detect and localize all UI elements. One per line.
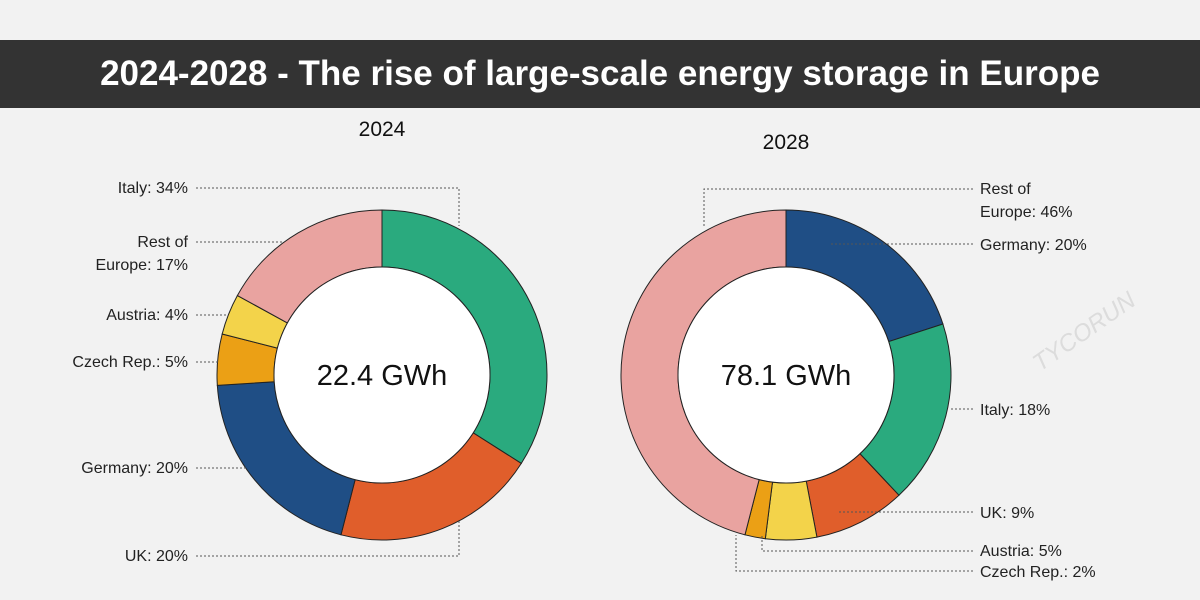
label-2024-rest-line2: Europe: 17% — [95, 257, 188, 274]
label-2028-rest-line2: Europe: 46% — [980, 204, 1073, 221]
label-2024-rest-line1: Rest of — [137, 234, 188, 251]
label-2028-czech: Czech Rep.: 2% — [980, 564, 1096, 581]
center-label-2024: 22.4 GWh — [317, 360, 448, 392]
leader-lines-2028 — [703, 188, 973, 572]
center-label-2028: 78.1 GWh — [721, 360, 852, 392]
label-2028-germany: Germany: 20% — [980, 237, 1087, 254]
chart-title: 2024-2028 - The rise of large-scale ener… — [0, 40, 1200, 108]
label-2028-austria: Austria: 5% — [980, 543, 1062, 560]
label-2024-germany: Germany: 20% — [81, 460, 188, 477]
label-2028-uk: UK: 9% — [980, 505, 1034, 522]
label-2024-uk: UK: 20% — [125, 548, 188, 565]
label-2024-italy: Italy: 34% — [118, 180, 188, 197]
donut-hole — [273, 266, 491, 484]
label-2024-austria: Austria: 4% — [106, 307, 188, 324]
chart-2024-title: 2024 — [359, 118, 406, 141]
donut-hole — [677, 266, 895, 484]
chart-2028-title: 2028 — [763, 131, 810, 154]
label-2024-czech: Czech Rep.: 5% — [72, 354, 188, 371]
label-2028-italy: Italy: 18% — [980, 402, 1050, 419]
donut-2028 — [620, 209, 952, 541]
leader-lines-2024 — [196, 187, 460, 557]
donut-2024 — [216, 209, 548, 541]
watermark-text: TYCORUN — [1028, 286, 1141, 377]
label-2028-rest-line1: Rest of — [980, 181, 1031, 198]
